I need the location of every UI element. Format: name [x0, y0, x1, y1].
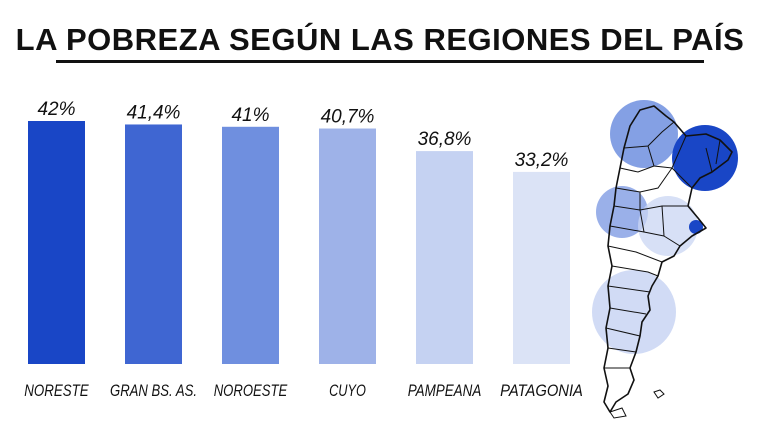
tierra-del-fuego — [609, 407, 627, 419]
argentina-outline — [603, 105, 733, 413]
bar-value-label: 40,7% — [321, 107, 375, 128]
category-label: NORESTE — [24, 381, 89, 400]
bar-value-label: 42% — [37, 99, 75, 120]
title-underline — [56, 60, 704, 63]
bar-value-label: 41% — [231, 105, 269, 126]
category-label: GRAN BS. AS. — [110, 381, 197, 400]
bar-value-label: 36,8% — [418, 129, 472, 150]
map-bubble-cuyo — [596, 186, 648, 238]
bar-gran-bs-as — [125, 124, 182, 364]
bar-patagonia — [513, 171, 570, 364]
category-label: PATAGONIA — [500, 381, 583, 400]
bar-value-label: 41,4% — [127, 102, 181, 123]
bar-chart: 42% NORESTE 41,4% GRAN BS. AS. 41% NOROESTE 40… — [24, 99, 583, 400]
bar-value-label: 33,2% — [515, 150, 569, 171]
category-label: CUYO — [329, 381, 366, 400]
category-label: PAMPEANA — [408, 381, 482, 400]
islas-malvinas — [653, 389, 665, 399]
map-bubble-noroeste — [610, 100, 678, 168]
map-bubble-gran-bs-as — [689, 220, 703, 234]
chart-title: LA POBREZA SEGÚN LAS REGIONES DEL PAÍS — [15, 22, 745, 57]
argentina-regions-map — [592, 100, 738, 419]
bar-cuyo — [319, 128, 376, 364]
category-label: NOROESTE — [214, 381, 288, 400]
bar-noroeste — [222, 126, 279, 365]
bar-pampeana — [416, 151, 473, 364]
bar-noreste — [28, 121, 85, 364]
province-borders — [604, 121, 721, 369]
map-bubble-pampeana — [638, 196, 698, 256]
